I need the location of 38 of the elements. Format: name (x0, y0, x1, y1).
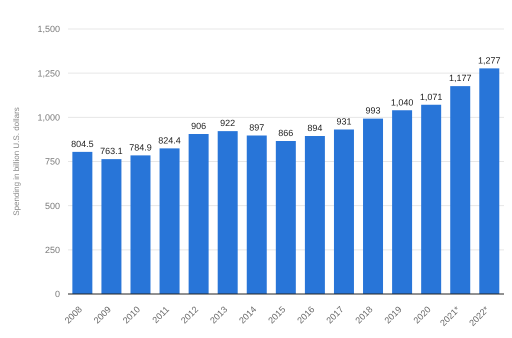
data-label: 804.5 (71, 138, 94, 149)
y-tick-label: 250 (44, 245, 60, 256)
bar (363, 118, 384, 294)
bar (218, 131, 238, 294)
data-label: 784.9 (129, 142, 152, 152)
bar (246, 136, 267, 294)
data-label: 1,177 (448, 73, 472, 84)
bar (392, 110, 412, 294)
bar (334, 130, 354, 294)
data-label: 993 (366, 106, 381, 116)
y-tick-label: 1,000 (37, 112, 60, 123)
data-label: 763.1 (100, 146, 123, 156)
data-label: 1,040 (390, 97, 414, 108)
y-tick-label: 500 (44, 200, 60, 211)
bar (276, 141, 296, 294)
data-label: 1,277 (478, 55, 501, 66)
bar (101, 159, 122, 294)
y-tick-label: 1,500 (37, 24, 60, 34)
bar (304, 136, 325, 294)
data-label: 824.4 (158, 135, 181, 146)
data-label: 1,071 (420, 92, 442, 102)
data-label: 906 (191, 120, 206, 131)
bar (479, 68, 500, 294)
data-label: 931 (336, 116, 352, 127)
bar (72, 152, 92, 294)
data-label: 897 (249, 122, 264, 133)
data-label: 866 (278, 128, 294, 138)
y-tick-label: 750 (44, 156, 60, 167)
data-label: 922 (220, 118, 236, 128)
bar (130, 155, 150, 294)
bar (188, 134, 209, 294)
data-label: 894 (307, 123, 322, 134)
y-axis-title: Spending in billion U.S. dollars (12, 107, 21, 216)
bar (160, 148, 180, 294)
bar (421, 104, 442, 294)
y-tick-label: 0 (54, 289, 60, 300)
bar (450, 86, 470, 294)
y-tick-label: 1,250 (37, 68, 60, 78)
